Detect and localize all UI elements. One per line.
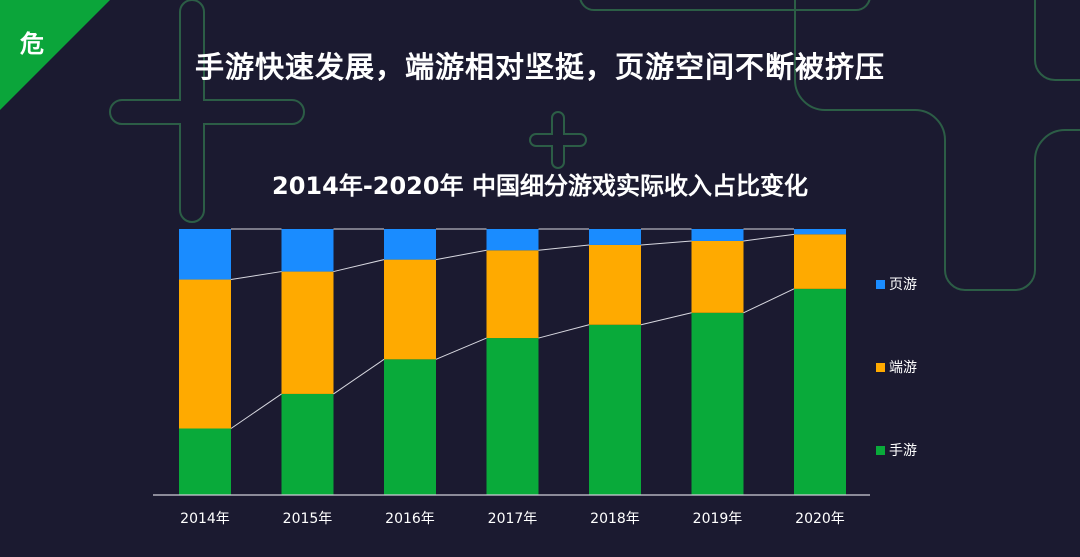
bar-手游-2015年 [281,393,334,495]
connector-line-手游 [538,324,590,339]
bar-页游-2020年 [794,229,846,235]
legend-label: 页游 [889,277,917,293]
right-edge-shape [1034,0,1080,81]
bar-端游-2014年 [179,279,231,429]
connector-line-端游 [435,249,487,261]
x-tick-label: 2020年 [795,511,845,527]
plus-shape-left [109,0,305,223]
connector-line-手游 [743,288,795,314]
x-tick-label: 2017年 [488,511,538,527]
badge-label: 危 [20,30,44,58]
bar-手游-2020年 [794,288,846,495]
x-tick-label: 2016年 [385,511,435,527]
legend-item-手游: 手游 [876,440,917,460]
bar-页游-2018年 [589,229,641,245]
plus-shape-right [794,0,1080,291]
chart-title: 2014年-2020年 中国细分游戏实际收入占比变化 [272,172,808,200]
bar-手游-2019年 [691,312,744,495]
legend-swatch [876,445,885,455]
connector-line-手游 [230,393,282,429]
bar-端游-2018年 [589,244,641,325]
x-tick-label: 2019年 [693,511,743,527]
bar-端游-2017年 [486,250,539,339]
connector-line-端游 [333,259,385,273]
legend-label: 端游 [889,360,917,376]
legend-swatch [876,362,885,372]
bar-手游-2017年 [486,338,539,495]
bar-端游-2015年 [281,271,334,394]
corner-badge [0,0,110,110]
bar-端游-2020年 [794,234,846,289]
connector-line-手游 [333,358,385,395]
connector-line-端游 [743,233,795,242]
bar-端游-2016年 [384,259,436,360]
bar-端游-2019年 [691,240,744,313]
bar-手游-2016年 [384,359,436,495]
x-tick-label: 2014年 [180,511,230,527]
x-tick-label: 2018年 [590,511,640,527]
legend-item-端游: 端游 [876,357,917,377]
bar-页游-2015年 [281,229,334,272]
connector-line-手游 [640,312,692,326]
bar-页游-2019年 [691,229,744,241]
x-tick-label: 2015年 [283,511,333,527]
top-band-shape [579,0,871,11]
legend-item-页游: 页游 [876,274,917,294]
connector-line-端游 [640,240,692,246]
bar-页游-2017年 [486,229,539,251]
connector-line-手游 [435,337,487,360]
page-headline: 手游快速发展，端游相对坚挺，页游空间不断被挤压 [194,50,885,84]
bar-页游-2014年 [179,229,231,280]
bar-页游-2016年 [384,229,436,260]
connector-line-端游 [538,244,590,251]
legend-label: 手游 [889,443,917,459]
plus-shape-small [529,111,587,169]
bar-手游-2018年 [589,324,641,495]
legend-swatch [876,279,885,289]
bar-手游-2014年 [179,428,231,495]
connector-line-端游 [230,271,282,281]
